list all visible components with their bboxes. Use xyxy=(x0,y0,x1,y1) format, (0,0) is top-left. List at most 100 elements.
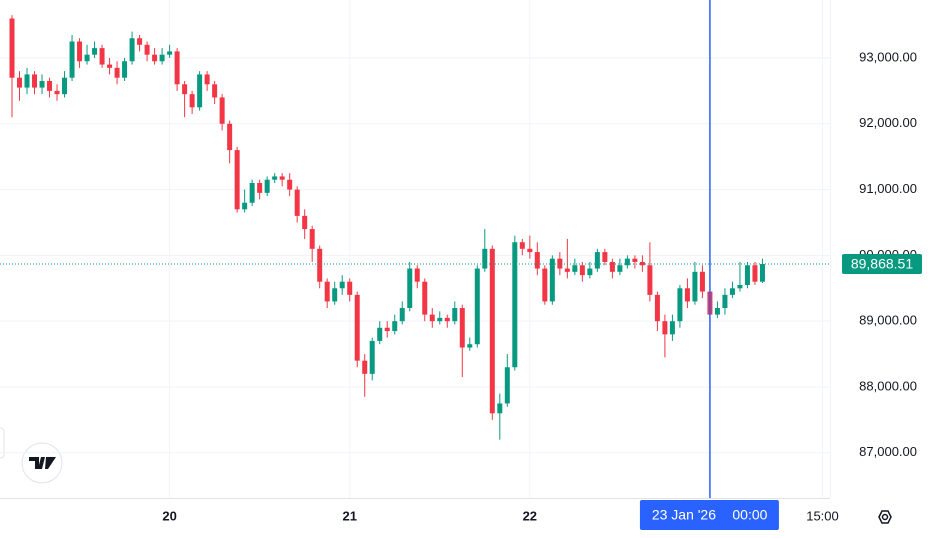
candle-body xyxy=(219,97,225,124)
side-handle[interactable] xyxy=(0,427,5,459)
candle-body xyxy=(114,67,120,78)
candle-body xyxy=(339,281,345,289)
candle-body xyxy=(549,258,555,302)
candle-body xyxy=(92,48,98,55)
candle-body xyxy=(77,41,83,62)
candle-body xyxy=(84,54,90,62)
candle-body xyxy=(722,294,728,309)
candle-body xyxy=(669,321,675,335)
candle-body xyxy=(227,123,233,151)
candles xyxy=(9,15,765,440)
candle-body xyxy=(302,215,308,230)
candle-body xyxy=(392,321,398,332)
candle-body xyxy=(99,48,105,65)
settings-dot xyxy=(881,513,889,521)
logo-mark xyxy=(29,457,56,469)
candle-body xyxy=(182,84,188,95)
candle-body xyxy=(542,268,548,302)
candle-body xyxy=(122,61,128,78)
candle-body xyxy=(174,51,180,85)
candle-body xyxy=(167,51,173,55)
x-tick-label: 15:00 xyxy=(806,508,839,523)
x-tick-label: 21 xyxy=(342,508,356,523)
candle-body xyxy=(32,74,38,88)
candle-body xyxy=(519,242,525,249)
candle-body xyxy=(497,403,503,414)
candle-body xyxy=(234,150,240,210)
y-tick-label: 91,000.00 xyxy=(859,181,917,196)
candle-body xyxy=(429,314,435,322)
crosshair-label-bg xyxy=(639,500,779,530)
y-tick-label: 92,000.00 xyxy=(859,115,917,130)
candle-body xyxy=(294,189,300,216)
candle-body xyxy=(24,74,30,88)
candle-body xyxy=(377,327,383,341)
candle-body xyxy=(204,74,210,85)
candle-body xyxy=(759,264,765,282)
candle-body xyxy=(624,258,630,266)
candle-body xyxy=(512,242,518,368)
tradingview-logo[interactable] xyxy=(21,442,63,484)
candle-body xyxy=(407,268,413,309)
settings-hex xyxy=(878,510,892,524)
candle-body xyxy=(737,284,743,289)
candle-body xyxy=(369,340,375,374)
x-tick-label: 20 xyxy=(162,508,176,523)
candle-body xyxy=(137,38,143,45)
candle-body xyxy=(332,288,338,302)
candle-body xyxy=(594,252,600,269)
candle-body xyxy=(699,271,705,292)
candle-body xyxy=(272,176,278,180)
y-tick-label: 87,000.00 xyxy=(859,444,917,459)
settings-icon[interactable] xyxy=(878,510,892,524)
candle-body xyxy=(474,268,480,345)
candle-body xyxy=(729,288,735,295)
candle-body xyxy=(347,281,353,295)
candle-body xyxy=(677,288,683,322)
candle-body xyxy=(692,271,698,302)
candle-body xyxy=(527,248,533,253)
candle-body xyxy=(489,248,495,414)
crosshair-date: 23 Jan '26 xyxy=(652,507,716,523)
candle-body xyxy=(504,367,510,404)
candle-body xyxy=(587,268,593,276)
candle-body xyxy=(354,294,360,361)
candle-body xyxy=(444,317,450,322)
candle-body xyxy=(249,182,255,203)
candle-body xyxy=(647,265,653,295)
candle-body xyxy=(309,229,315,249)
y-tick-label: 89,000.00 xyxy=(859,313,917,328)
candle-body xyxy=(482,248,488,269)
candle-body xyxy=(617,265,623,272)
candle-body xyxy=(107,64,113,68)
y-tick-label: 88,000.00 xyxy=(859,378,917,393)
candle-body xyxy=(257,182,263,193)
candle-body xyxy=(572,265,578,272)
candle-body xyxy=(399,308,405,322)
price-label: 89,868.51 xyxy=(851,256,913,272)
candle-body xyxy=(557,258,563,269)
candle-body xyxy=(534,252,540,269)
candle-body xyxy=(212,84,218,98)
candle-body xyxy=(189,94,195,108)
price-label-bg xyxy=(842,254,922,275)
candle-body xyxy=(744,265,750,285)
candle-body xyxy=(324,281,330,302)
overlay: 89,868.51 23 Jan '26 00:00 xyxy=(0,0,922,530)
candle-body xyxy=(362,360,368,374)
candle-body xyxy=(662,321,668,335)
candle-body xyxy=(384,327,390,332)
candle-body xyxy=(47,81,53,91)
candle-body xyxy=(564,268,570,272)
candle-body xyxy=(264,179,270,193)
candle-body xyxy=(144,44,150,55)
candle-body xyxy=(602,252,608,262)
y-tick-label: 93,000.00 xyxy=(859,49,917,64)
candle-body xyxy=(69,41,75,78)
candle-body xyxy=(452,308,458,322)
candle-body xyxy=(152,54,158,62)
crosshair-time: 00:00 xyxy=(732,507,767,523)
candle-body xyxy=(579,265,585,276)
